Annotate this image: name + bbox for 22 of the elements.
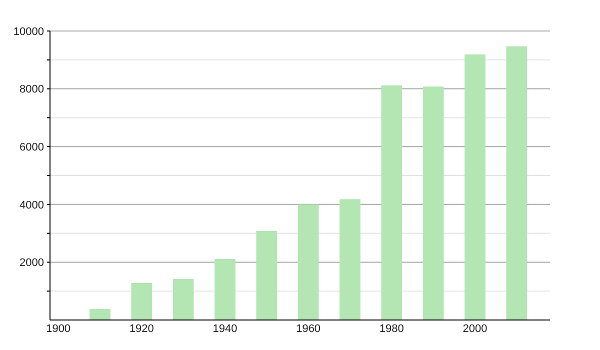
x-tick-label: 1900: [46, 323, 71, 335]
bar: [422, 86, 444, 320]
bar: [256, 230, 278, 320]
y-tick-label: 8000: [20, 84, 44, 96]
bar: [214, 259, 236, 320]
x-tick-label: 1980: [379, 323, 404, 335]
bar: [90, 309, 110, 320]
bar: [464, 54, 486, 320]
y-tick-label: 6000: [20, 141, 44, 154]
bar: [381, 85, 402, 320]
bar: [298, 204, 319, 320]
y-tick-label: 2000: [20, 257, 44, 270]
y-tick-label: 4000: [20, 199, 44, 212]
bar: [131, 283, 152, 320]
bar: [340, 199, 360, 320]
x-tick-label: 2000: [462, 323, 488, 335]
x-tick-label: 1920: [129, 323, 154, 335]
x-tick-label: 1940: [212, 323, 238, 335]
bar: [506, 46, 528, 320]
x-tick-label: 1960: [296, 323, 321, 335]
y-tick-label: 10000: [13, 26, 44, 38]
bar: [172, 278, 194, 320]
